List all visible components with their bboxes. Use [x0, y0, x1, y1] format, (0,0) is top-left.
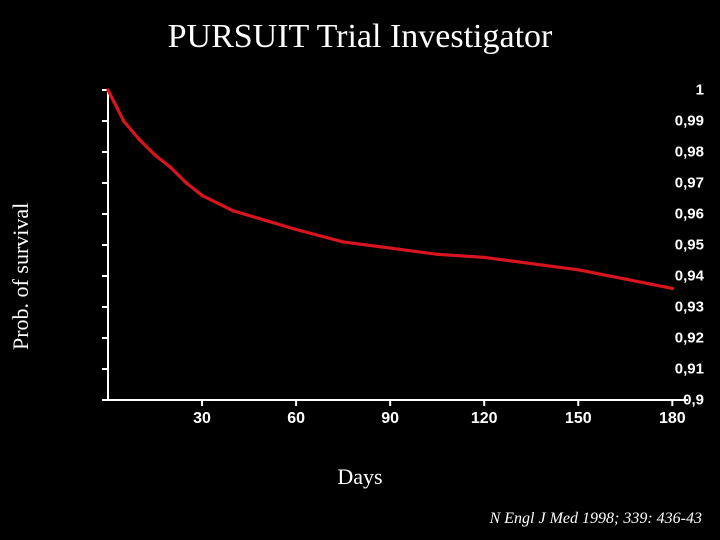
- data-marker: [530, 262, 533, 265]
- data-marker: [483, 256, 486, 259]
- data-marker: [263, 219, 266, 222]
- data-marker: [389, 247, 392, 250]
- y-tick-label: 0,98: [652, 144, 704, 161]
- chart-svg: [44, 80, 704, 450]
- x-tick-label: 90: [381, 410, 399, 428]
- survival-chart: 1 0,99 0,98 0,97 0,96 0,95 0,94 0,93 0,92 0,91 0,9…: [44, 80, 704, 450]
- data-marker: [107, 89, 110, 92]
- slide-title: PURSUIT Trial Investigator: [0, 18, 720, 56]
- y-tick-label: 0,92: [652, 330, 704, 347]
- y-tick-label: 0,95: [652, 237, 704, 254]
- y-tick-label: 0,97: [652, 175, 704, 192]
- data-marker: [201, 194, 204, 197]
- y-axis-label: Prob. of survival: [8, 203, 34, 350]
- data-marker: [342, 240, 345, 243]
- data-marker: [671, 287, 674, 290]
- survival-line: [108, 90, 672, 288]
- y-tick-label: 0,99: [652, 113, 704, 130]
- data-marker: [295, 228, 298, 231]
- data-marker: [577, 268, 580, 271]
- y-tick-label: 0,94: [652, 268, 704, 285]
- data-marker: [436, 253, 439, 256]
- x-axis-label: Days: [0, 464, 720, 490]
- data-marker: [122, 120, 125, 123]
- x-tick-label: 30: [193, 410, 211, 428]
- data-marker: [232, 209, 235, 212]
- slide: PURSUIT Trial Investigator Prob. of surv…: [0, 0, 720, 540]
- data-marker: [113, 101, 116, 104]
- data-marker: [138, 138, 141, 141]
- data-marker: [624, 278, 627, 281]
- citation: N Engl J Med 1998; 339: 436-43: [490, 510, 702, 528]
- x-tick-label: 150: [565, 410, 592, 428]
- y-tick-label: 1: [652, 82, 704, 99]
- x-tick-label: 60: [287, 410, 305, 428]
- data-marker: [169, 166, 172, 169]
- data-marker: [185, 182, 188, 185]
- y-tick-label: 0,93: [652, 299, 704, 316]
- y-tick-label: 0,96: [652, 206, 704, 223]
- data-marker: [154, 154, 157, 157]
- y-axis-label-wrap: Prob. of survival: [8, 170, 28, 350]
- y-tick-label: 0,9: [652, 392, 704, 409]
- y-tick-label: 0,91: [652, 361, 704, 378]
- x-tick-label: 180: [659, 410, 686, 428]
- x-tick-label: 120: [471, 410, 498, 428]
